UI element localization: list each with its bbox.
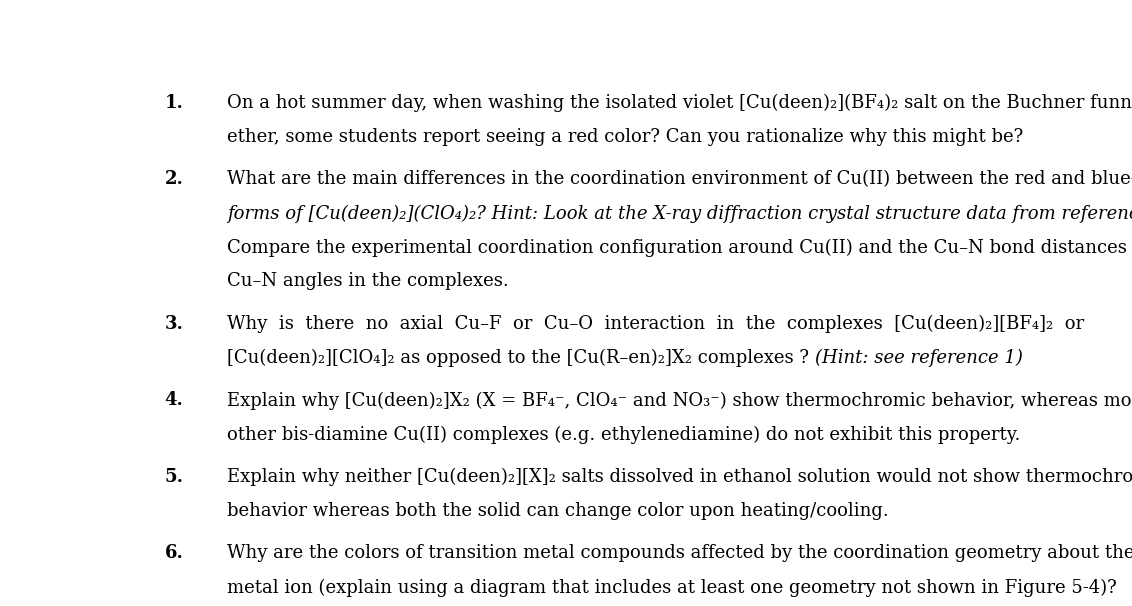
Text: forms of [Cu(deen)₂](ClO₄)₂? Hint: Look at the X-ray diffraction crystal structu: forms of [Cu(deen)₂](ClO₄)₂? Hint: Look … <box>228 204 1132 222</box>
Text: 4.: 4. <box>165 391 183 410</box>
Text: What are the main differences in the coordination environment of Cu(II) between : What are the main differences in the coo… <box>228 170 1132 188</box>
Text: behavior whereas both the solid can change color upon heating/cooling.: behavior whereas both the solid can chan… <box>228 502 890 520</box>
Text: Cu–N angles in the complexes.: Cu–N angles in the complexes. <box>228 273 509 290</box>
Text: 1.: 1. <box>165 94 183 112</box>
Text: metal ion (explain using a diagram that includes at least one geometry not shown: metal ion (explain using a diagram that … <box>228 579 1117 597</box>
Text: ether, some students report seeing a red color? Can you rationalize why this mig: ether, some students report seeing a red… <box>228 128 1023 146</box>
Text: (Hint: see reference 1): (Hint: see reference 1) <box>815 349 1023 367</box>
Text: Why are the colors of transition metal compounds affected by the coordination ge: Why are the colors of transition metal c… <box>228 544 1132 562</box>
Text: [Cu(deen)₂][ClO₄]₂ as opposed to the [Cu(R–en)₂]X₂ complexes ?: [Cu(deen)₂][ClO₄]₂ as opposed to the [Cu… <box>228 349 815 367</box>
Text: Explain why neither [Cu(deen)₂][X]₂ salts dissolved in ethanol solution would no: Explain why neither [Cu(deen)₂][X]₂ salt… <box>228 468 1132 486</box>
Text: 3.: 3. <box>165 315 183 333</box>
Text: Explain why [Cu(deen)₂]X₂ (X = BF₄⁻, ClO₄⁻ and NO₃⁻) show thermochromic behavior: Explain why [Cu(deen)₂]X₂ (X = BF₄⁻, ClO… <box>228 391 1132 410</box>
Text: 2.: 2. <box>165 170 183 188</box>
Text: other bis-diamine Cu(II) complexes (e.g. ethylenediamine) do not exhibit this pr: other bis-diamine Cu(II) complexes (e.g.… <box>228 425 1021 444</box>
Text: On a hot summer day, when washing the isolated violet [Cu(deen)₂](BF₄)₂ salt on : On a hot summer day, when washing the is… <box>228 94 1132 112</box>
Text: 5.: 5. <box>164 468 183 486</box>
Text: [Cu(deen)₂][ClO₄]₂ as opposed to the [Cu(R–en)₂]X₂ complexes ?: [Cu(deen)₂][ClO₄]₂ as opposed to the [Cu… <box>228 349 815 367</box>
Text: Why  is  there  no  axial  Cu–F  or  Cu–O  interaction  in  the  complexes  [Cu(: Why is there no axial Cu–F or Cu–O inter… <box>228 315 1084 333</box>
Text: 6.: 6. <box>165 544 183 562</box>
Text: Compare the experimental coordination configuration around Cu(II) and the Cu–N b: Compare the experimental coordination co… <box>228 238 1132 256</box>
